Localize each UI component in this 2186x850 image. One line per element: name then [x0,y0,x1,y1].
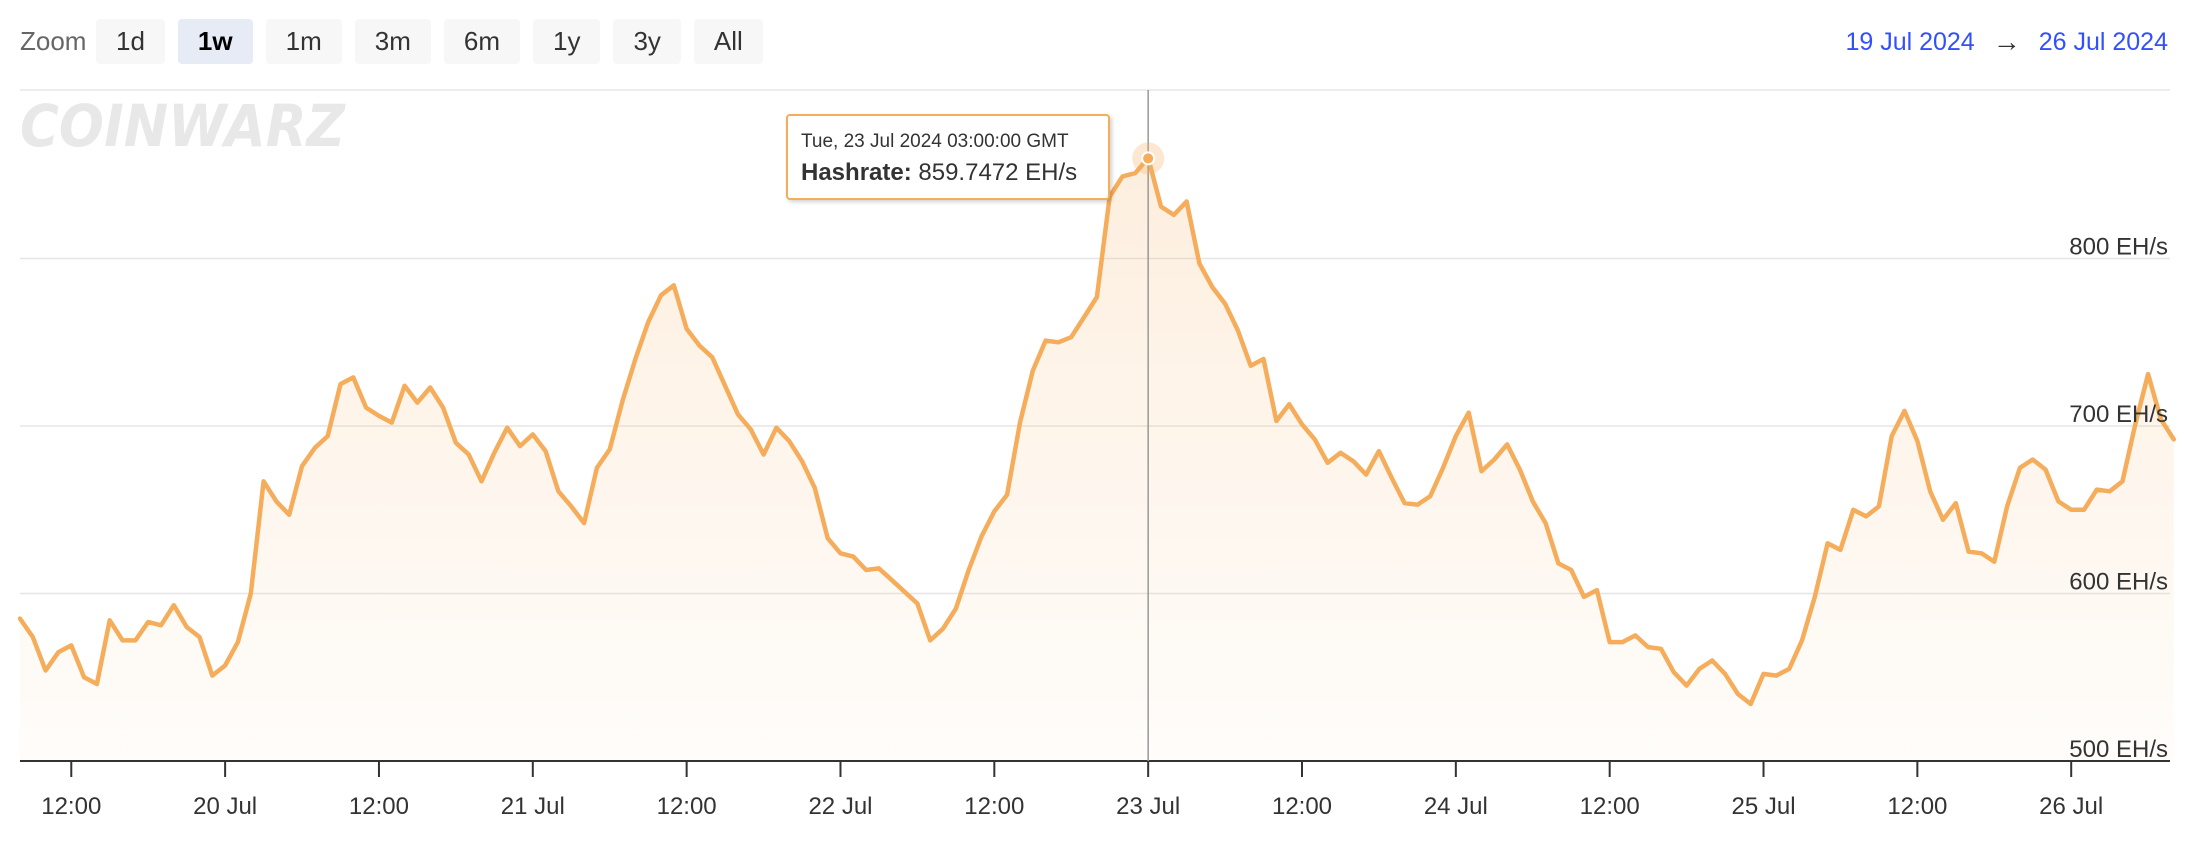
y-tick-label: 500 EH/s [2069,736,2168,763]
hashrate-chart[interactable]: COINWARZ 500 EH/s 600 EH/s 700 EH/s 800 EH/… [0,84,2186,850]
hashrate-line[interactable] [17,155,2177,707]
hover-point[interactable] [1141,151,1156,166]
y-tick-label: 700 EH/s [2069,401,2168,428]
chart-toolbar: Zoom 1d 1w 1m 3m 6m 1y 3y All 19 Jul 2024 → 26 … [0,0,2186,84]
tooltip-series-label: Hashrate: [801,159,912,186]
hashrate-series[interactable] [17,155,2177,761]
x-tick-label: 24 Jul [1424,793,1488,820]
x-tick-label: 12:00 [657,793,717,820]
x-tick-label: 21 Jul [501,793,565,820]
zoom-button-1d[interactable]: 1d [96,19,165,64]
hashrate-area [20,158,2174,761]
range-start-date[interactable]: 19 Jul 2024 [1845,27,1975,56]
x-tick-label: 12:00 [1887,793,1947,820]
x-tick-label: 12:00 [41,793,101,820]
zoom-button-1m[interactable]: 1m [265,19,342,64]
x-tick-label: 12:00 [1580,793,1640,820]
zoom-button-3y[interactable]: 3y [613,19,681,64]
x-tick-label: 12:00 [1272,793,1332,820]
y-tick-label: 800 EH/s [2069,234,2168,261]
zoom-label: Zoom [20,26,87,56]
range-end-date[interactable]: 26 Jul 2024 [2038,27,2168,56]
hover-marker [1132,90,1165,761]
y-axis-labels: 500 EH/s 600 EH/s 700 EH/s 800 EH/s [2069,234,2168,764]
tooltip-value-line: Hashrate: 859.7472 EH/s [801,159,1108,187]
zoom-button-1y[interactable]: 1y [532,19,601,64]
x-tick-label: 20 Jul [193,793,257,820]
x-tick-label: 25 Jul [1731,793,1795,820]
chart-tooltip: Tue, 23 Jul 2024 03:00:00 GMT Hashrate: … [786,114,1110,200]
x-tick-label: 22 Jul [808,793,872,820]
svg-text:COINWARZ: COINWARZ [20,92,346,160]
coinwarz-logo-watermark: COINWARZ [20,92,346,160]
x-axis: 12:00 20 Jul 12:00 21 Jul 12:00 22 Jul 12:00 23… [20,760,2170,820]
zoom-button-1w[interactable]: 1w [177,19,253,64]
x-tick-label: 26 Jul [2039,793,2103,820]
tooltip-value: 859.7472 EH/s [918,159,1078,186]
tooltip-date: Tue, 23 Jul 2024 03:00:00 GMT [801,131,1069,152]
zoom-button-3m[interactable]: 3m [354,19,431,64]
range-arrow-icon: → [1992,26,2021,57]
zoom-button-group: 1d 1w 1m 3m 6m 1y 3y All [96,19,763,64]
y-tick-label: 600 EH/s [2069,569,2168,596]
zoom-button-6m[interactable]: 6m [443,19,520,64]
x-tick-label: 12:00 [349,793,409,820]
date-range: 19 Jul 2024 → 26 Jul 2024 [1845,26,2168,58]
x-tick-label: 23 Jul [1116,793,1180,820]
x-tick-label: 12:00 [964,793,1024,820]
zoom-button-all[interactable]: All [693,19,763,64]
